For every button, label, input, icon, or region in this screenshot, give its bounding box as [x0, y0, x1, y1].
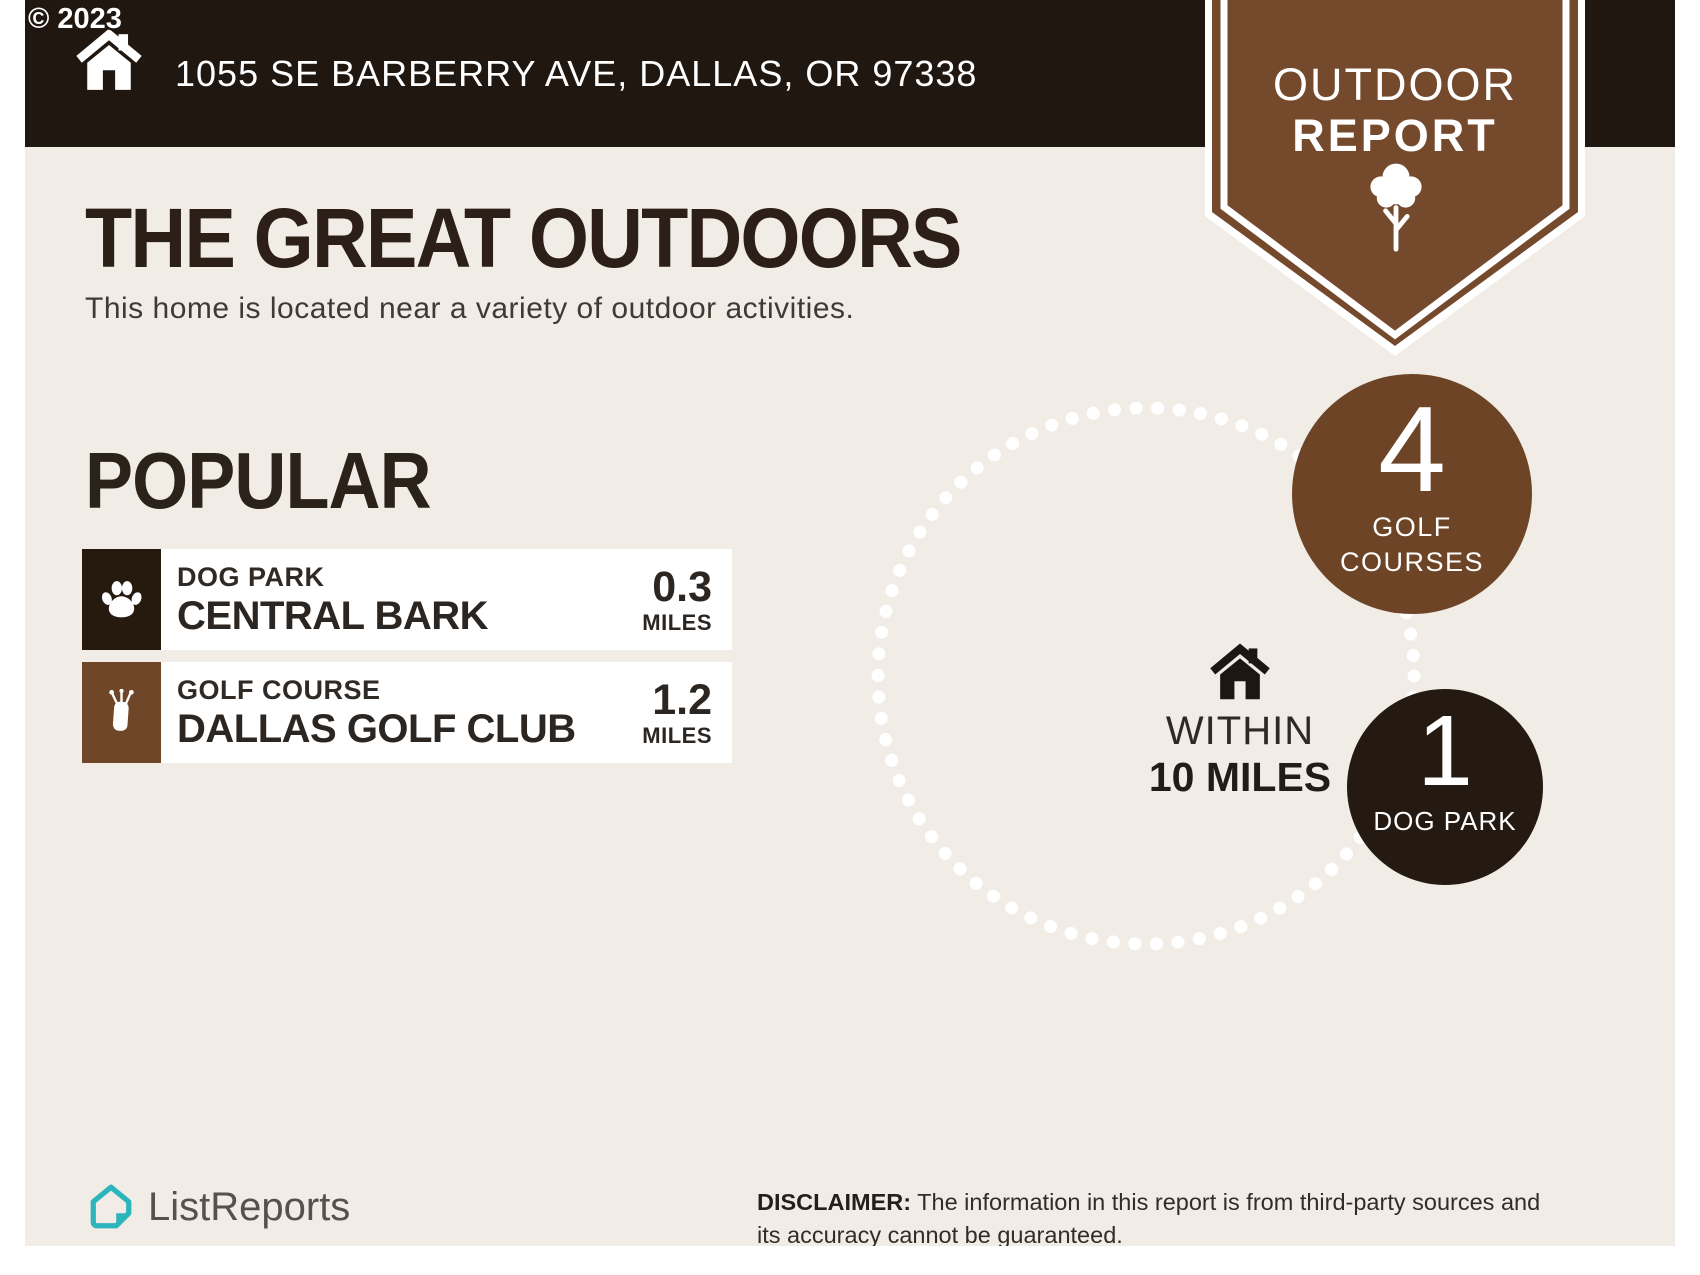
item-name: CENTRAL BARK	[177, 593, 489, 638]
brand-name: ListReports	[148, 1184, 351, 1229]
within-label: WITHIN	[1165, 709, 1315, 753]
outdoor-report-ribbon: OUTDOOR REPORT	[1205, 0, 1585, 356]
property-address: 1055 SE BARBERRY AVE, DALLAS, OR 97338	[175, 52, 978, 94]
golf-bag-icon	[109, 689, 134, 731]
listreports-logo-icon	[90, 1184, 132, 1229]
stat-circle-golf-courses: 4 GOLF COURSES	[1292, 374, 1532, 614]
page-subtitle: This home is located near a variety of o…	[85, 292, 855, 325]
golf-course-label-line1: GOLF	[1372, 512, 1452, 542]
copyright-watermark: © 2023	[28, 3, 122, 35]
page-title: THE GREAT OUTDOORS	[85, 191, 962, 285]
list-item-golf-course: GOLF COURSE DALLAS GOLF CLUB 1.2 MILES	[82, 662, 732, 763]
report-canvas: 1055 SE BARBERRY AVE, DALLAS, OR 97338 O…	[25, 0, 1675, 1246]
badge-line1: OUTDOOR	[1273, 59, 1517, 110]
item-category: GOLF COURSE	[177, 674, 381, 705]
disclaimer-label: DISCLAIMER:	[757, 1189, 912, 1215]
radius-center-label: WITHIN 10 MILES	[1090, 643, 1390, 798]
listreports-brand: ListReports	[88, 1183, 350, 1231]
distance-value: 1.2	[652, 675, 712, 724]
paw-icon	[101, 581, 142, 618]
distance-value: 0.3	[652, 562, 712, 611]
list-item-dog-park: DOG PARK CENTRAL BARK 0.3 MILES	[82, 549, 732, 650]
radius-dotted-circle	[871, 401, 1421, 951]
item-distance-block: 0.3 MILES	[592, 549, 732, 650]
golf-course-label-line2: COURSES	[1339, 547, 1485, 578]
ribbon-inner-border	[1220, 0, 1570, 340]
badge-line2: REPORT	[1292, 110, 1498, 161]
dog-park-label: DOG PARK	[1373, 806, 1517, 836]
dog-park-icon-cell	[82, 549, 161, 650]
golf-course-count: 4	[1378, 381, 1446, 517]
distance-unit: MILES	[642, 722, 712, 748]
popular-list: DOG PARK CENTRAL BARK 0.3 MILES	[82, 549, 732, 775]
item-category: DOG PARK	[177, 561, 325, 592]
home-icon	[1210, 643, 1270, 700]
dog-park-count: 1	[1417, 695, 1473, 807]
home-icon	[76, 28, 142, 90]
stat-circle-dog-park: 1 DOG PARK	[1347, 689, 1543, 885]
tree-icon	[1370, 163, 1422, 252]
within-distance: 10 MILES	[1148, 754, 1332, 800]
golf-course-icon-cell	[82, 662, 161, 763]
item-name: DALLAS GOLF CLUB	[177, 706, 576, 751]
distance-unit: MILES	[642, 609, 712, 635]
disclaimer: DISCLAIMER: The information in this repo…	[757, 1186, 1562, 1246]
section-heading-popular: POPULAR	[85, 436, 432, 525]
disclaimer-text: The information in this report is from t…	[757, 1189, 1541, 1246]
item-distance-block: 1.2 MILES	[592, 662, 732, 763]
list-item-info: DOG PARK CENTRAL BARK	[161, 549, 592, 650]
list-item-info: GOLF COURSE DALLAS GOLF CLUB	[161, 662, 592, 763]
